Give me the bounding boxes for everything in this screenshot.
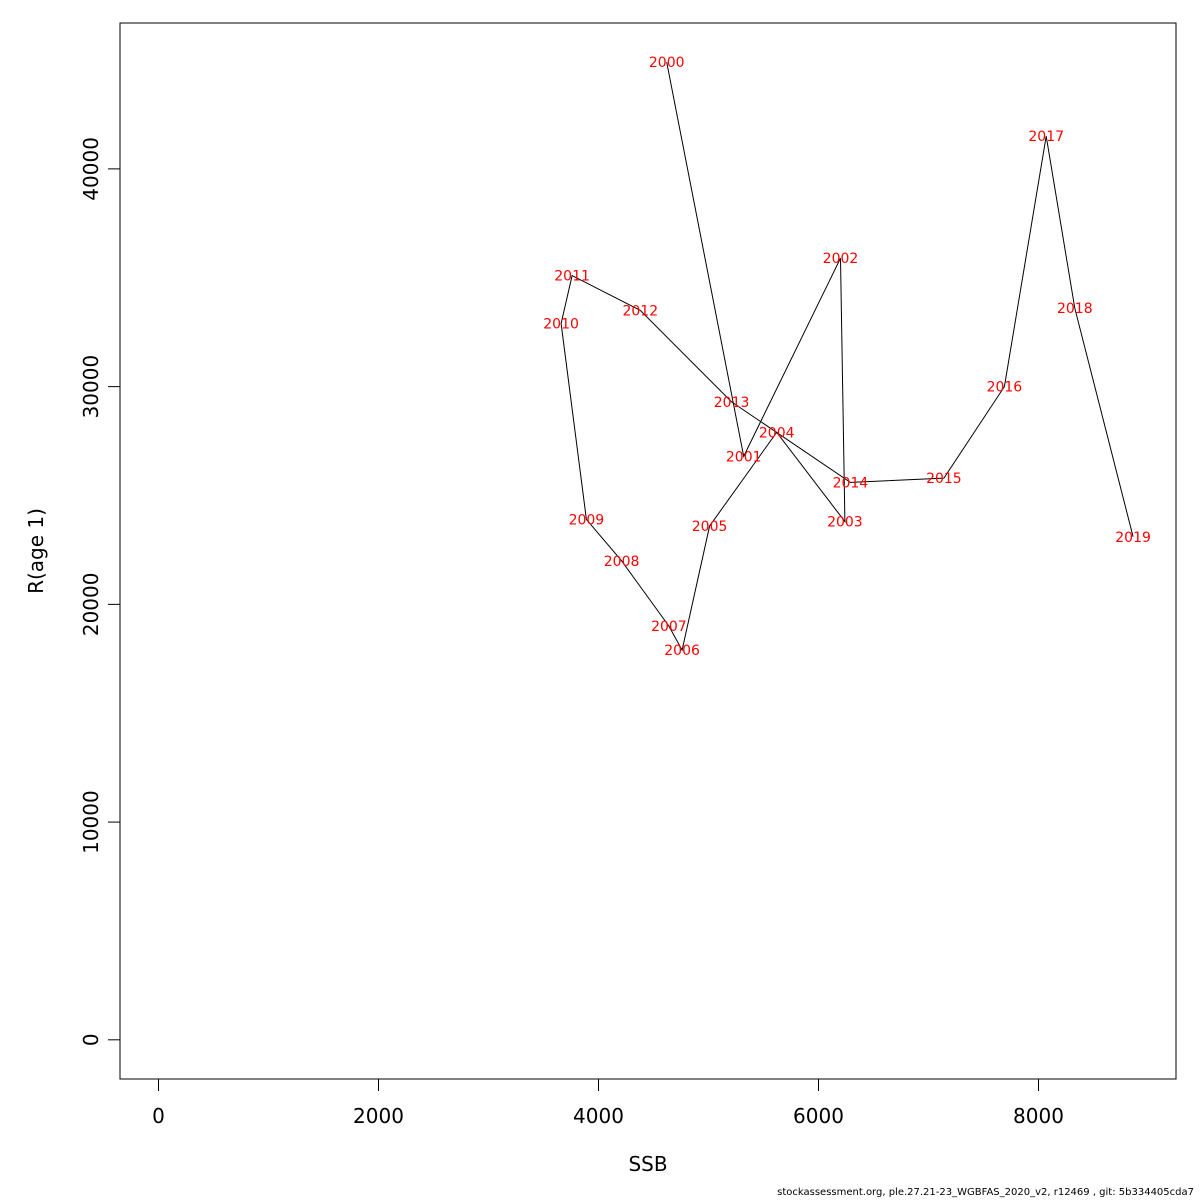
x-axis: 0 2000 4000 6000 8000 xyxy=(152,1078,1064,1128)
x-tick-label: 4000 xyxy=(573,1104,624,1128)
y-tick-label: 40000 xyxy=(79,137,103,201)
y-tick-label: 20000 xyxy=(79,573,103,637)
point-label-2012: 2012 xyxy=(622,303,658,319)
y-axis-title: R(age 1) xyxy=(24,508,48,594)
point-label-2003: 2003 xyxy=(827,515,863,531)
point-label-2016: 2016 xyxy=(987,380,1023,396)
y-tick-label: 10000 xyxy=(79,790,103,854)
point-label-2019: 2019 xyxy=(1115,530,1151,546)
point-label-2000: 2000 xyxy=(649,55,685,71)
y-axis: 0 10000 20000 30000 40000 xyxy=(79,137,121,1046)
y-tick-label: 0 xyxy=(79,1033,103,1046)
point-labels: 2000 2001 2002 2003 2004 2005 2006 2007 2008 2009… xyxy=(543,55,1151,659)
point-label-2007: 2007 xyxy=(651,619,687,635)
x-tick-label: 2000 xyxy=(353,1104,404,1128)
point-label-2014: 2014 xyxy=(833,475,869,491)
point-label-2009: 2009 xyxy=(569,512,605,528)
footer-source: stockassessment.org, ple.27.21-23_WGBFAS… xyxy=(777,1187,1194,1198)
y-tick-label: 30000 xyxy=(79,355,103,419)
point-label-2008: 2008 xyxy=(604,554,640,570)
point-label-2013: 2013 xyxy=(714,395,750,411)
point-label-2001: 2001 xyxy=(726,449,762,465)
point-label-2018: 2018 xyxy=(1057,301,1093,317)
point-label-2015: 2015 xyxy=(926,471,962,487)
point-label-2002: 2002 xyxy=(823,251,859,267)
x-axis-title: SSB xyxy=(628,1152,667,1176)
point-label-2017: 2017 xyxy=(1028,129,1064,145)
series-line xyxy=(560,62,1134,652)
point-label-2011: 2011 xyxy=(554,269,590,285)
point-label-2004: 2004 xyxy=(759,425,795,441)
point-label-2006: 2006 xyxy=(664,643,700,659)
point-label-2005: 2005 xyxy=(692,519,728,535)
x-tick-label: 6000 xyxy=(793,1104,844,1128)
plot-frame xyxy=(119,22,1177,1080)
point-label-2010: 2010 xyxy=(543,317,579,333)
x-tick-label: 8000 xyxy=(1013,1104,1064,1128)
x-tick-label: 0 xyxy=(152,1104,165,1128)
